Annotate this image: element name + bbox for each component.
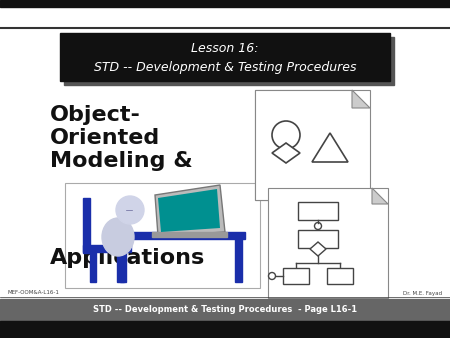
Bar bbox=[115, 232, 245, 239]
Polygon shape bbox=[372, 188, 388, 204]
Bar bbox=[298, 230, 338, 248]
Polygon shape bbox=[155, 185, 225, 236]
Polygon shape bbox=[158, 189, 220, 232]
Bar bbox=[0, 299, 450, 321]
Text: Applications: Applications bbox=[50, 248, 205, 268]
Bar bbox=[0, 321, 450, 338]
Bar bbox=[83, 198, 90, 253]
Circle shape bbox=[116, 196, 144, 224]
Bar bbox=[152, 232, 227, 237]
Bar bbox=[268, 188, 388, 298]
Bar bbox=[120, 252, 126, 282]
Bar bbox=[235, 239, 242, 282]
Text: Oriented: Oriented bbox=[50, 128, 160, 148]
Circle shape bbox=[269, 272, 275, 280]
Polygon shape bbox=[312, 133, 348, 162]
Text: Lesson 16:: Lesson 16: bbox=[191, 42, 259, 54]
Text: STD -- Development & Testing Procedures  - Page L16-1: STD -- Development & Testing Procedures … bbox=[93, 306, 357, 314]
Ellipse shape bbox=[102, 218, 134, 256]
Circle shape bbox=[272, 121, 300, 149]
Bar bbox=[117, 239, 124, 282]
Text: Dr. M.E. Fayad: Dr. M.E. Fayad bbox=[403, 290, 442, 295]
Bar bbox=[283, 268, 309, 284]
Bar bbox=[90, 252, 96, 282]
Polygon shape bbox=[310, 242, 326, 256]
Bar bbox=[0, 0, 450, 7]
Polygon shape bbox=[352, 90, 370, 108]
Text: STD -- Development & Testing Procedures: STD -- Development & Testing Procedures bbox=[94, 61, 356, 73]
Bar bbox=[65, 183, 260, 288]
Bar bbox=[298, 202, 338, 220]
Text: MEF-OOM&A-L16-1: MEF-OOM&A-L16-1 bbox=[8, 290, 60, 295]
Bar bbox=[60, 33, 390, 81]
Bar bbox=[327, 268, 353, 284]
Bar bbox=[83, 245, 131, 252]
Circle shape bbox=[315, 222, 321, 230]
Text: Modeling &: Modeling & bbox=[50, 151, 193, 171]
Bar bbox=[255, 90, 370, 200]
Polygon shape bbox=[272, 143, 300, 163]
Bar bbox=[255, 90, 352, 200]
Text: Object-: Object- bbox=[50, 105, 141, 125]
Bar bbox=[64, 37, 394, 85]
